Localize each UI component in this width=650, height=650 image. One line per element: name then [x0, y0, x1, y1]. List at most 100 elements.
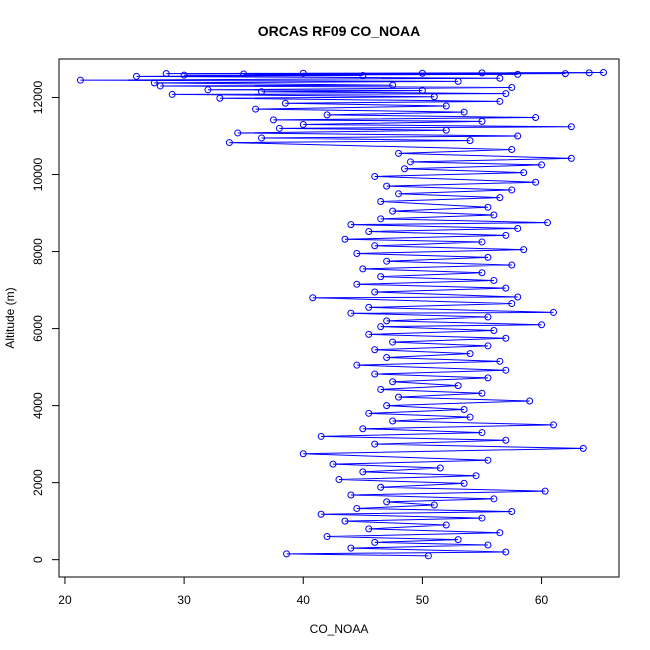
data-point — [508, 186, 516, 194]
y-tick-label: 6000 — [31, 315, 45, 342]
data-point — [371, 172, 379, 180]
x-axis: 20 30 40 50 60 — [58, 576, 549, 607]
x-tick-label: 30 — [177, 593, 191, 607]
data-point — [520, 246, 528, 254]
data-point — [365, 409, 373, 417]
data-point — [377, 323, 385, 331]
data-point — [353, 249, 361, 257]
data-point — [353, 361, 361, 369]
data-point — [299, 69, 307, 77]
data-point — [567, 123, 575, 131]
data-point — [496, 97, 504, 105]
data-point — [283, 550, 291, 558]
data-point — [347, 309, 355, 317]
data-point — [269, 116, 277, 124]
data-point — [365, 228, 373, 236]
data-point — [478, 69, 486, 77]
data-point — [317, 510, 325, 518]
data-point — [150, 79, 158, 87]
data-point — [389, 207, 397, 215]
data-point — [353, 504, 361, 512]
data-point — [496, 194, 504, 202]
data-point — [156, 82, 164, 90]
data-point — [418, 87, 426, 95]
data-point — [567, 154, 575, 162]
data-point — [490, 276, 498, 284]
data-point — [502, 334, 510, 342]
data-point — [478, 238, 486, 246]
data-point — [240, 70, 248, 78]
data-point — [436, 464, 444, 472]
data-point — [532, 178, 540, 186]
data-point — [383, 498, 391, 506]
data-point — [395, 149, 403, 157]
data-point — [478, 429, 486, 437]
x-tick-label: 50 — [416, 593, 430, 607]
data-point — [484, 541, 492, 549]
data-point — [341, 235, 349, 243]
data-point — [544, 219, 552, 227]
x-tick-label: 40 — [297, 593, 311, 607]
data-point — [490, 327, 498, 335]
data-point — [383, 402, 391, 410]
data-point — [347, 221, 355, 229]
data-point — [234, 129, 242, 137]
data-point — [430, 501, 438, 509]
data-point — [377, 273, 385, 281]
data-point — [258, 134, 266, 142]
data-point — [162, 70, 170, 78]
data-point — [281, 99, 289, 107]
data-point — [490, 495, 498, 503]
data-point — [323, 533, 331, 541]
data-point — [502, 231, 510, 239]
data-point — [406, 158, 414, 166]
data-point — [371, 370, 379, 378]
data-point — [514, 70, 522, 78]
data-point — [490, 211, 498, 219]
data-point — [371, 440, 379, 448]
data-point — [514, 293, 522, 301]
x-tick-label: 60 — [535, 593, 549, 607]
data-point — [508, 84, 516, 91]
data-point — [371, 288, 379, 296]
data-point — [478, 269, 486, 277]
data-point — [460, 108, 468, 116]
data-point — [389, 417, 397, 425]
data-point — [496, 529, 504, 537]
data-point — [538, 161, 546, 169]
data-point — [502, 284, 510, 292]
data-point — [442, 521, 450, 529]
data-point — [323, 111, 331, 119]
data-point — [204, 86, 212, 94]
data-point — [395, 393, 403, 401]
data-point — [508, 300, 516, 308]
data-point — [484, 203, 492, 211]
data-point — [76, 76, 84, 84]
data-point — [377, 483, 385, 491]
data-point — [329, 460, 337, 468]
y-tick-label: 12000 — [31, 81, 45, 115]
data-point — [359, 425, 367, 433]
data-point — [508, 261, 516, 269]
data-point — [180, 71, 188, 79]
data-point — [418, 69, 426, 77]
data-point — [347, 491, 355, 499]
data-point — [395, 190, 403, 198]
data-point — [514, 224, 522, 232]
data-point — [359, 265, 367, 273]
data-point — [466, 350, 474, 358]
data-point — [549, 308, 557, 316]
data-point — [466, 137, 474, 145]
data-point — [484, 313, 492, 321]
data-point — [377, 198, 385, 205]
data-point — [383, 317, 391, 325]
data-point — [484, 342, 492, 350]
data-point — [549, 421, 557, 429]
data-point — [508, 508, 516, 516]
data-point — [401, 165, 409, 173]
data-point — [454, 536, 462, 544]
data-point — [484, 456, 492, 464]
data-point — [216, 94, 224, 102]
data-point — [365, 525, 373, 533]
